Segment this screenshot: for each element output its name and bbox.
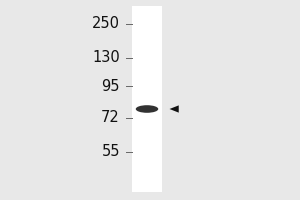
FancyBboxPatch shape	[132, 6, 162, 192]
Text: 95: 95	[101, 79, 120, 94]
Text: 130: 130	[92, 50, 120, 66]
Text: 55: 55	[101, 144, 120, 160]
Ellipse shape	[136, 105, 158, 113]
Text: 250: 250	[92, 17, 120, 31]
Polygon shape	[169, 105, 179, 113]
Text: 72: 72	[101, 110, 120, 126]
